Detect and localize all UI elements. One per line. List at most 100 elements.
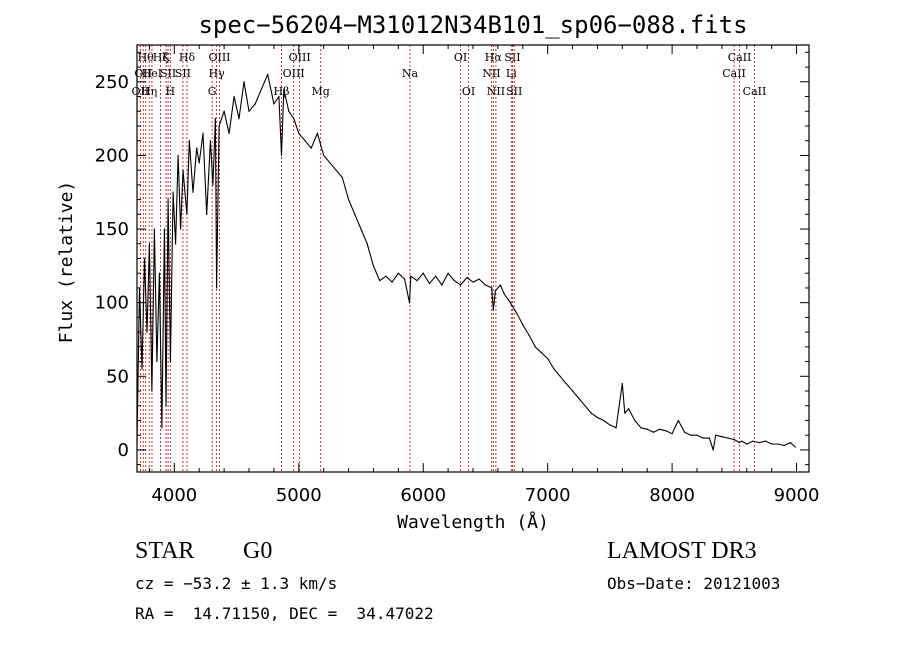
data-point-85: [515, 312, 518, 314]
plot-frame: [136, 44, 810, 473]
ra-dec-coordinates: RA = 14.71150, DEC = 34.47022: [135, 604, 434, 623]
data-point-51: [323, 154, 325, 157]
data-point-68: [422, 272, 424, 274]
data-point-48: [304, 140, 306, 142]
data-point-91: [553, 368, 555, 370]
spectral-line-markers: OIIOIIHθHηHeIHζKSIIHSIIHδGHγOIIIHβOIIIOI…: [132, 45, 766, 472]
data-point-105: [634, 419, 636, 422]
line-label-1: OII: [134, 67, 152, 80]
x-tick-label-0: 4000: [151, 485, 197, 506]
data-point-42: [278, 95, 280, 98]
data-point-20: [186, 213, 188, 215]
data-point-25: [202, 132, 204, 134]
data-point-34: [233, 95, 235, 98]
data-point-17: [177, 154, 179, 157]
data-point-49: [310, 147, 312, 149]
line-label-7: SII: [160, 67, 176, 80]
data-point-10: [161, 427, 163, 429]
data-point-123: [738, 441, 741, 444]
survey-name: LAMOST DR3: [607, 538, 757, 564]
data-point-60: [379, 279, 381, 282]
data-point-57: [360, 228, 362, 230]
y-tick-label-0: 0: [118, 440, 129, 461]
data-point-63: [397, 272, 399, 274]
data-point-80: [492, 309, 494, 311]
data-point-22: [192, 191, 194, 193]
line-label-3: Hη: [141, 85, 157, 98]
data-point-31: [218, 125, 220, 127]
data-point-66: [410, 275, 412, 277]
data-point-67: [416, 279, 418, 282]
data-point-100: [609, 424, 611, 426]
data-point-87: [528, 334, 530, 336]
data-point-94: [571, 390, 574, 392]
line-label-17: Mg: [312, 85, 330, 98]
data-point-81: [494, 290, 496, 292]
data-point-24: [198, 162, 200, 164]
line-label-12: Hγ: [209, 67, 226, 80]
x-tick-label-2: 6000: [400, 485, 446, 506]
data-point-56: [354, 213, 356, 215]
data-point-131: [783, 444, 785, 447]
line-label-4: HeI: [142, 67, 162, 80]
line-label-9: SII: [175, 67, 191, 80]
data-point-21: [188, 140, 190, 142]
data-point-113: [683, 431, 686, 433]
data-point-47: [298, 132, 300, 134]
data-point-9: [158, 272, 160, 274]
data-point-124: [741, 440, 743, 442]
data-point-36: [243, 81, 245, 83]
data-point-71: [441, 284, 443, 286]
x-tick-label-1: 5000: [276, 485, 322, 506]
data-point-54: [341, 176, 343, 179]
spectrum-series: [136, 73, 796, 451]
data-point-59: [372, 265, 375, 267]
data-point-33: [228, 132, 230, 134]
object-class: STAR: [135, 538, 195, 564]
data-point-119: [715, 434, 717, 436]
data-point-90: [547, 358, 549, 360]
data-point-53: [335, 169, 337, 171]
data-point-12: [165, 405, 167, 407]
x-tick-label-3: 7000: [525, 485, 571, 506]
data-point-77: [478, 278, 480, 280]
data-point-45: [288, 110, 290, 112]
data-point-27: [209, 140, 212, 142]
data-point-92: [559, 375, 561, 377]
line-label-16: OIII: [289, 51, 311, 64]
data-point-114: [690, 434, 692, 436]
data-point-121: [727, 437, 729, 439]
data-point-96: [584, 405, 586, 407]
data-point-40: [267, 73, 269, 76]
line-label-19: OI: [454, 51, 467, 64]
series-line-flux: [136, 73, 796, 451]
y-tick-label-5: 250: [95, 72, 129, 93]
data-point-83: [503, 293, 505, 295]
data-point-65: [408, 302, 411, 304]
line-label-23: NII: [487, 85, 505, 98]
data-point-116: [702, 437, 704, 439]
data-point-62: [391, 281, 393, 283]
data-point-44: [283, 88, 285, 90]
data-point-6: [151, 390, 153, 392]
data-point-3: [143, 257, 146, 260]
data-point-132: [789, 441, 791, 444]
data-point-126: [752, 440, 754, 442]
data-point-78: [484, 284, 487, 286]
data-point-120: [721, 436, 723, 438]
data-point-84: [509, 302, 511, 304]
x-axis-label: Wavelength (Å): [397, 511, 549, 533]
data-point-109: [659, 428, 661, 430]
data-point-102: [621, 383, 623, 385]
data-point-46: [293, 118, 295, 120]
data-point-89: [540, 352, 543, 354]
data-point-72: [447, 272, 449, 274]
data-point-108: [652, 431, 655, 433]
data-point-50: [316, 132, 319, 134]
line-label-21: NII: [482, 67, 500, 80]
data-point-35: [238, 118, 240, 120]
data-point-125: [746, 443, 748, 445]
data-point-95: [578, 397, 580, 399]
data-point-79: [491, 287, 493, 289]
